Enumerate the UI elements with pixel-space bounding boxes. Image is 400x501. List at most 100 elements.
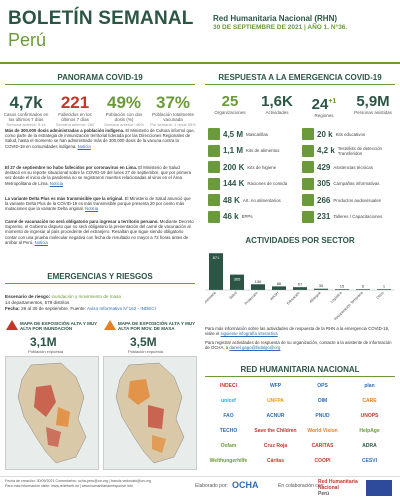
kpi-regions: 24+1 Regiones bbox=[302, 94, 346, 119]
item-icon bbox=[208, 177, 220, 190]
rhn-logo: Red Humanitaria Nacional Perú bbox=[318, 479, 362, 497]
item-icon bbox=[208, 144, 220, 157]
news-link[interactable]: Noticia bbox=[34, 239, 48, 245]
kpi-value: 49% bbox=[106, 93, 142, 112]
divider bbox=[205, 376, 395, 377]
footer-text: Fecha de creación: 30/09/2021 Comentario… bbox=[5, 479, 175, 488]
kpi-value: 1,6K bbox=[261, 93, 293, 110]
news-paragraph: Carné de vacunación no será obligatorio … bbox=[5, 219, 195, 245]
news-link[interactable]: Noticia bbox=[49, 180, 64, 186]
partner-logo: OPS bbox=[317, 383, 328, 389]
kpi-value: 4,7k bbox=[9, 93, 43, 112]
response-item: 305 Campañas informativas bbox=[302, 177, 379, 190]
partner-logo: WFP bbox=[269, 383, 282, 389]
news-link[interactable]: Noticia bbox=[77, 143, 91, 149]
bar bbox=[377, 289, 391, 290]
info-link[interactable]: siguiente infografía interactiva bbox=[220, 331, 278, 337]
ocha-logo: OCHA bbox=[232, 480, 259, 490]
departments-line: 14 departamentos, 579 distritos bbox=[5, 300, 70, 305]
news-lead: Más de 300.000 dosis administradas a pob… bbox=[5, 128, 125, 133]
info-paragraph: Para registrar actividades de respuesta … bbox=[205, 340, 395, 350]
partner-logo: INDECI bbox=[220, 383, 237, 389]
response-item: 144 K Raciones de comida bbox=[208, 177, 288, 190]
x-tick-label: Otros bbox=[376, 291, 385, 300]
footer-line: Fecha de creación: 30/09/2021 Comentario… bbox=[5, 479, 151, 483]
bar-value-label: 365 bbox=[234, 277, 241, 282]
source-label: Fuente: bbox=[70, 306, 86, 311]
kpi-value: 5,9M bbox=[356, 93, 390, 110]
kpi-label: Población con dos dosis (%) bbox=[105, 112, 143, 122]
item-icon bbox=[302, 194, 314, 206]
partner-logo: Cáritas bbox=[267, 458, 284, 464]
header-rule bbox=[0, 62, 400, 64]
country-name: Perú bbox=[8, 30, 47, 50]
partner-logo: World Vision bbox=[307, 428, 338, 434]
bulletin-date: 30 DE SEPTIEMBRE DE 2021 | AÑO 1. N°36. bbox=[213, 24, 348, 31]
kpi-label: Personas asistidas bbox=[354, 110, 392, 115]
kpi-label: Fallecidos en los últimos 7 días bbox=[58, 112, 92, 122]
flood-exposure-map[interactable] bbox=[5, 356, 99, 470]
response-item: 429 Asistencias técnicas bbox=[302, 161, 373, 173]
header: BOLETÍN SEMANAL Perú Red Humanitaria Nac… bbox=[0, 0, 400, 62]
bar-value-label: 67 bbox=[298, 282, 303, 287]
item-value: 429 bbox=[317, 162, 331, 172]
item-icon bbox=[208, 161, 220, 173]
bar bbox=[230, 274, 244, 290]
date-value: 29 al 30 de septiembre. bbox=[21, 306, 70, 311]
item-label: Mascarillas bbox=[246, 131, 268, 137]
response-item: 48 K Art. no alimentarios bbox=[208, 194, 281, 206]
news-text: El Ministerio de Cultura informó que, co… bbox=[5, 128, 195, 149]
response-item: 4,5 M Mascarillas bbox=[208, 128, 268, 140]
item-icon bbox=[302, 210, 314, 223]
map-title: MAPA DE EXPOSICIÓN ALTA Y MUY ALTA POR I… bbox=[20, 321, 98, 331]
partner-logo: Welthungerhilfe bbox=[209, 458, 248, 464]
kpi-deaths: 221 Fallecidos en los últimos 7 días Sem… bbox=[52, 94, 98, 128]
bulletin-title: BOLETÍN SEMANAL bbox=[8, 8, 194, 29]
item-label: Raciones de comida bbox=[247, 181, 288, 186]
item-value: 200 K bbox=[223, 162, 245, 172]
divider bbox=[5, 84, 195, 85]
activities-by-sector-chart: 871 Seguridad Alimentaria 365 Salud 136 Prote… bbox=[205, 253, 395, 320]
item-value: 20 k bbox=[317, 129, 333, 139]
partner-logo: Oxfam bbox=[220, 443, 237, 449]
response-item: 231 Talleres / Capacitaciones bbox=[302, 210, 382, 223]
bar bbox=[356, 289, 370, 290]
peru-map-icon bbox=[115, 362, 185, 464]
item-icon bbox=[302, 144, 314, 157]
info-text: Para más información sobre las actividad… bbox=[205, 326, 390, 337]
source-link[interactable]: Aviso Informativo N°162 - INDECI bbox=[87, 306, 156, 311]
response-section-title: RESPUESTA A LA EMERGENCIA COVID-19 bbox=[218, 73, 382, 82]
news-text: Mediante Decreto Supremo, el Gobierno di… bbox=[5, 219, 194, 245]
item-value: 48 K bbox=[223, 195, 240, 205]
kpi-label: Casos confirmados en los últimos 7 días bbox=[3, 112, 49, 122]
x-tick-label: Salud bbox=[228, 291, 237, 300]
kpi-activities: 1,6K Actividades bbox=[255, 93, 299, 116]
partner-logo: unicef bbox=[221, 398, 236, 404]
partner-logo: Cruz Roja bbox=[263, 443, 288, 449]
item-icon bbox=[302, 161, 314, 173]
emergency-info: Escenario de riesgo: inundación y movimi… bbox=[5, 294, 195, 312]
partner-logo: Save the Children bbox=[254, 428, 297, 434]
kpi-two-doses: 49% Población con dos dosis (%) Semana a… bbox=[101, 93, 147, 128]
scenario-value: inundación y movimiento de masa bbox=[51, 294, 121, 299]
partner-logo: CARE bbox=[362, 398, 377, 404]
response-item: 266 Productos audiovisuales bbox=[302, 194, 381, 206]
news-link[interactable]: Noticia bbox=[85, 206, 99, 212]
landslide-exposure-map[interactable] bbox=[103, 356, 197, 470]
divider bbox=[205, 84, 395, 85]
kpi-value: 24 bbox=[311, 96, 329, 113]
date-label: Fecha: bbox=[5, 306, 20, 311]
partner-logo: plan bbox=[364, 383, 375, 389]
x-tick-label: Seguridad Alimentaria bbox=[205, 291, 217, 319]
bar-value-label: 1 bbox=[383, 284, 386, 289]
item-value: 46 k bbox=[223, 212, 239, 221]
item-icon bbox=[208, 194, 220, 206]
news-paragraph: El 27 de septiembre no hubo fallecidos p… bbox=[5, 165, 195, 186]
kpi-people-assisted: 5,9M Personas asistidas bbox=[349, 93, 397, 116]
kpi-label: Población totalmente vacunada bbox=[151, 112, 195, 122]
info-link[interactable]: daniel.gago@hidalgo@org bbox=[229, 345, 281, 351]
bar bbox=[251, 284, 265, 290]
eu-flag-icon bbox=[366, 480, 392, 496]
map-sub: Población expuesta bbox=[128, 349, 163, 354]
item-value: 305 bbox=[317, 179, 331, 188]
